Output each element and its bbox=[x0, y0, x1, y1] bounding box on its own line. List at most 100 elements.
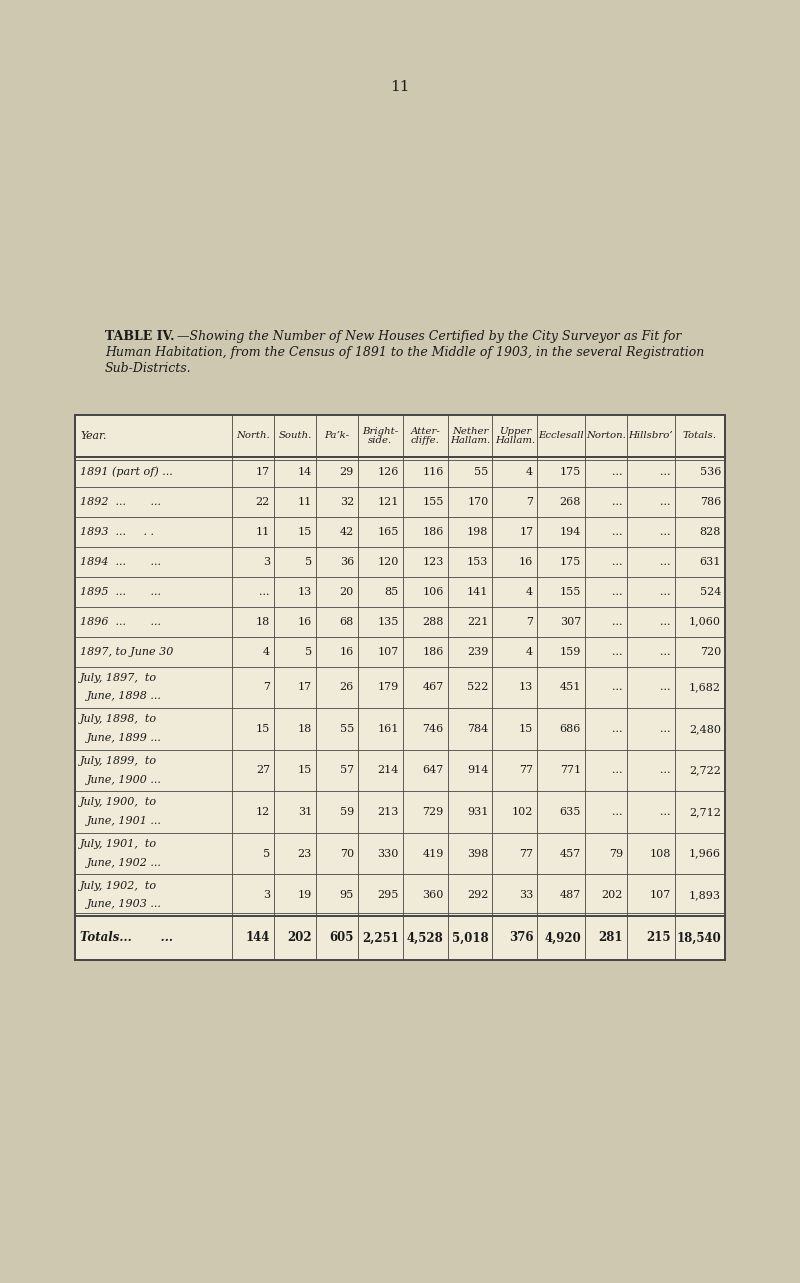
Text: Upper
Hallam.: Upper Hallam. bbox=[494, 427, 535, 445]
Text: ...: ... bbox=[660, 557, 670, 567]
Text: 2,722: 2,722 bbox=[689, 766, 721, 775]
Text: 165: 165 bbox=[378, 527, 399, 536]
Text: 123: 123 bbox=[422, 557, 444, 567]
Text: July, 1902,  to: July, 1902, to bbox=[80, 880, 157, 890]
Text: 635: 635 bbox=[559, 807, 581, 817]
Text: 295: 295 bbox=[378, 890, 399, 901]
Text: ...: ... bbox=[613, 766, 623, 775]
Text: 729: 729 bbox=[422, 807, 444, 817]
Text: 524: 524 bbox=[700, 586, 721, 597]
Text: 536: 536 bbox=[700, 467, 721, 477]
Text: 4,920: 4,920 bbox=[544, 931, 581, 944]
Text: 1893  ...     . .: 1893 ... . . bbox=[80, 527, 154, 536]
Text: 55: 55 bbox=[474, 467, 489, 477]
Text: 42: 42 bbox=[340, 527, 354, 536]
Text: 3: 3 bbox=[262, 890, 270, 901]
Text: 170: 170 bbox=[467, 497, 489, 507]
Text: July, 1898,  to: July, 1898, to bbox=[80, 715, 157, 725]
Text: 198: 198 bbox=[467, 527, 489, 536]
Text: 2,251: 2,251 bbox=[362, 931, 399, 944]
Text: Year.: Year. bbox=[80, 431, 106, 441]
Text: ...: ... bbox=[613, 617, 623, 626]
Text: 307: 307 bbox=[560, 617, 581, 626]
Text: 95: 95 bbox=[340, 890, 354, 901]
Text: 398: 398 bbox=[467, 848, 489, 858]
Text: Paʼk-: Paʼk- bbox=[325, 431, 350, 440]
Text: 5,018: 5,018 bbox=[452, 931, 489, 944]
Text: ...: ... bbox=[660, 683, 670, 693]
Text: Totals...       ...: Totals... ... bbox=[80, 931, 173, 944]
Text: 15: 15 bbox=[519, 724, 534, 734]
Text: Sub-Districts.: Sub-Districts. bbox=[105, 362, 192, 375]
Text: ...: ... bbox=[660, 527, 670, 536]
Text: 221: 221 bbox=[467, 617, 489, 626]
Text: ...: ... bbox=[613, 467, 623, 477]
Text: 12: 12 bbox=[256, 807, 270, 817]
Text: —Showing the Number of New Houses Certified by the City Surveyor as Fit for: —Showing the Number of New Houses Certif… bbox=[177, 330, 682, 343]
Text: 102: 102 bbox=[512, 807, 534, 817]
Text: ...: ... bbox=[660, 724, 670, 734]
Text: ...: ... bbox=[660, 766, 670, 775]
Text: 3: 3 bbox=[262, 557, 270, 567]
Text: 5: 5 bbox=[305, 557, 312, 567]
Text: 647: 647 bbox=[422, 766, 444, 775]
Text: Totals.: Totals. bbox=[682, 431, 717, 440]
Text: 686: 686 bbox=[559, 724, 581, 734]
Text: 4: 4 bbox=[526, 647, 534, 657]
Text: ...: ... bbox=[613, 647, 623, 657]
Text: ...: ... bbox=[259, 586, 270, 597]
Text: July, 1897,  to: July, 1897, to bbox=[80, 672, 157, 683]
Text: 202: 202 bbox=[287, 931, 312, 944]
Text: 214: 214 bbox=[378, 766, 399, 775]
Text: 17: 17 bbox=[519, 527, 534, 536]
Text: June, 1898 ...: June, 1898 ... bbox=[87, 692, 162, 702]
Text: 1,966: 1,966 bbox=[689, 848, 721, 858]
Text: July, 1899,  to: July, 1899, to bbox=[80, 756, 157, 766]
Text: 1895  ...       ...: 1895 ... ... bbox=[80, 586, 161, 597]
Text: 18: 18 bbox=[298, 724, 312, 734]
Text: ...: ... bbox=[613, 807, 623, 817]
Text: 1897, to June 30: 1897, to June 30 bbox=[80, 647, 174, 657]
Text: 120: 120 bbox=[378, 557, 399, 567]
Text: 70: 70 bbox=[340, 848, 354, 858]
Text: 7: 7 bbox=[526, 497, 534, 507]
Text: ...: ... bbox=[660, 807, 670, 817]
Text: ...: ... bbox=[613, 683, 623, 693]
Text: 16: 16 bbox=[340, 647, 354, 657]
Text: 786: 786 bbox=[700, 497, 721, 507]
Text: ...: ... bbox=[613, 497, 623, 507]
Text: 1896  ...       ...: 1896 ... ... bbox=[80, 617, 161, 626]
Text: 1891 (part of) ...: 1891 (part of) ... bbox=[80, 467, 173, 477]
Text: 155: 155 bbox=[559, 586, 581, 597]
Text: 144: 144 bbox=[246, 931, 270, 944]
Text: 186: 186 bbox=[422, 647, 444, 657]
Text: 32: 32 bbox=[340, 497, 354, 507]
Text: 17: 17 bbox=[298, 683, 312, 693]
Text: 116: 116 bbox=[422, 467, 444, 477]
Text: 1,682: 1,682 bbox=[689, 683, 721, 693]
Text: 77: 77 bbox=[519, 848, 534, 858]
Text: 784: 784 bbox=[467, 724, 489, 734]
Text: July, 1900,  to: July, 1900, to bbox=[80, 798, 157, 807]
Text: 771: 771 bbox=[560, 766, 581, 775]
Text: June, 1901 ...: June, 1901 ... bbox=[87, 816, 162, 826]
Text: 107: 107 bbox=[650, 890, 670, 901]
Text: 179: 179 bbox=[378, 683, 399, 693]
Text: July, 1901,  to: July, 1901, to bbox=[80, 839, 157, 849]
Text: 7: 7 bbox=[526, 617, 534, 626]
Text: Hillsbro’: Hillsbro’ bbox=[629, 431, 673, 440]
Text: 828: 828 bbox=[700, 527, 721, 536]
Text: 22: 22 bbox=[256, 497, 270, 507]
Text: 13: 13 bbox=[298, 586, 312, 597]
Text: 79: 79 bbox=[609, 848, 623, 858]
Text: 11: 11 bbox=[390, 80, 410, 94]
Text: ...: ... bbox=[613, 527, 623, 536]
Text: 19: 19 bbox=[298, 890, 312, 901]
Text: 155: 155 bbox=[422, 497, 444, 507]
Text: 26: 26 bbox=[340, 683, 354, 693]
Text: 121: 121 bbox=[378, 497, 399, 507]
Text: 1,060: 1,060 bbox=[689, 617, 721, 626]
Text: 175: 175 bbox=[560, 557, 581, 567]
Text: 720: 720 bbox=[700, 647, 721, 657]
Text: 215: 215 bbox=[646, 931, 670, 944]
